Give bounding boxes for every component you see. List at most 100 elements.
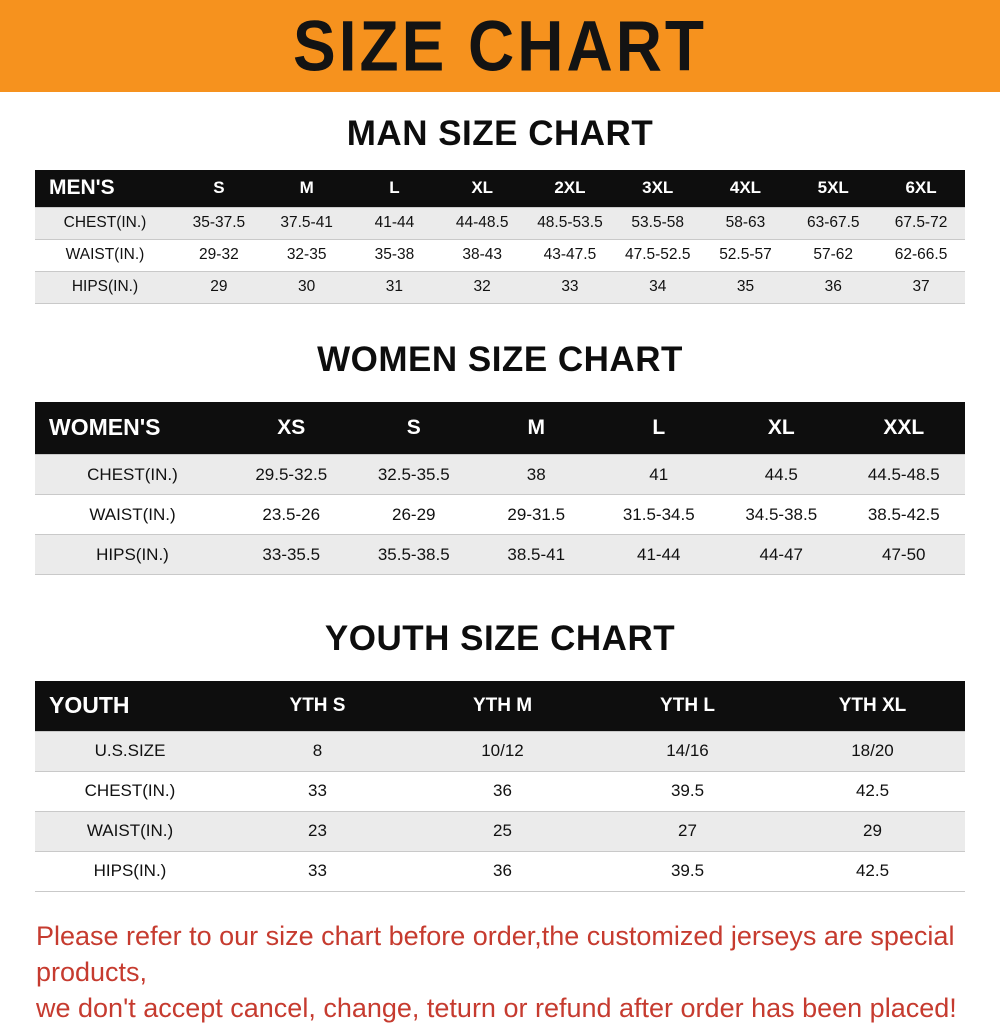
women-size-table: WOMEN'S XS S M L XL XXL CHEST(IN.) 29.5-32.5 32.5… bbox=[35, 401, 965, 575]
table-header-label: YOUTH bbox=[49, 692, 130, 719]
size-cell: 38-43 bbox=[462, 246, 502, 263]
man-size-section: MAN SIZE CHART MEN'S S M L XL 2XL 3XL 4XL 5XL 6XL… bbox=[0, 114, 1000, 304]
column-header: L bbox=[389, 178, 400, 198]
table-row: HIPS(IN.) 33-35.5 35.5-38.5 38.5-41 41-44 44-… bbox=[35, 534, 965, 575]
row-label: CHEST(IN.) bbox=[87, 464, 178, 484]
table-header-row: WOMEN'S XS S M L XL XXL bbox=[35, 401, 965, 455]
size-cell: 29 bbox=[863, 821, 882, 840]
table-row: U.S.SIZE 8 10/12 14/16 18/20 bbox=[35, 731, 965, 771]
table-row: CHEST(IN.) 33 36 39.5 42.5 bbox=[35, 771, 965, 811]
size-cell: 14/16 bbox=[666, 741, 709, 760]
size-cell: 35 bbox=[736, 278, 755, 295]
row-label: HIPS(IN.) bbox=[96, 544, 169, 564]
size-cell: 25 bbox=[493, 821, 512, 840]
women-size-section: WOMEN SIZE CHART WOMEN'S XS S M L XL XXL CHEST(… bbox=[0, 339, 1000, 575]
size-cell: 47-50 bbox=[882, 544, 926, 564]
size-cell: 23.5-26 bbox=[262, 504, 321, 524]
youth-section-heading: YOUTH SIZE CHART bbox=[324, 619, 676, 658]
size-cell: 32.5-35.5 bbox=[377, 464, 450, 484]
footer-note: Please refer to our size chart before or… bbox=[36, 918, 1000, 1027]
size-cell: 29-31.5 bbox=[507, 504, 566, 524]
column-header: YTH XL bbox=[838, 694, 907, 716]
table-header-row: YOUTH YTH S YTH M YTH L YTH XL bbox=[35, 681, 965, 731]
column-header: 4XL bbox=[729, 178, 762, 198]
size-cell: 43-47.5 bbox=[543, 246, 597, 263]
size-cell: 33 bbox=[561, 278, 579, 295]
size-cell: 41 bbox=[649, 464, 669, 484]
column-header: 6XL bbox=[905, 178, 937, 198]
size-cell: 34 bbox=[649, 278, 667, 295]
size-cell: 58-63 bbox=[725, 214, 766, 231]
size-cell: 38.5-41 bbox=[507, 544, 566, 564]
size-cell: 38.5-42.5 bbox=[867, 504, 940, 524]
column-header: 2XL bbox=[554, 178, 586, 198]
row-label: WAIST(IN.) bbox=[89, 504, 176, 524]
row-label: U.S.SIZE bbox=[94, 741, 166, 760]
size-cell: 30 bbox=[298, 278, 316, 295]
column-header: XL bbox=[767, 415, 795, 439]
size-cell: 10/12 bbox=[481, 741, 524, 760]
table-header-label: WOMEN'S bbox=[49, 414, 161, 441]
size-cell: 41-44 bbox=[637, 544, 681, 564]
table-row: HIPS(IN.) 33 36 39.5 42.5 bbox=[35, 851, 965, 891]
table-row: WAIST(IN.) 23.5-26 26-29 29-31.5 31.5-34.5 34… bbox=[35, 494, 965, 535]
table-row: HIPS(IN.) 29 30 31 32 33 34 35 36 37 bbox=[35, 271, 965, 303]
size-cell: 27 bbox=[678, 821, 697, 840]
size-cell: 62-66.5 bbox=[894, 246, 948, 263]
row-label: WAIST(IN.) bbox=[86, 821, 174, 840]
row-label: WAIST(IN.) bbox=[65, 246, 145, 263]
size-cell: 32 bbox=[473, 278, 491, 295]
size-cell: 63-67.5 bbox=[806, 214, 860, 231]
row-label: HIPS(IN.) bbox=[71, 278, 139, 295]
column-header: 3XL bbox=[642, 178, 674, 198]
size-cell: 38 bbox=[526, 464, 546, 484]
size-cell: 37.5-41 bbox=[280, 214, 333, 231]
column-header: YTH M bbox=[472, 694, 533, 716]
man-section-heading: MAN SIZE CHART bbox=[346, 114, 654, 153]
table-header-row: MEN'S S M L XL 2XL 3XL 4XL 5XL 6XL bbox=[35, 170, 965, 207]
size-cell: 29 bbox=[210, 278, 228, 295]
size-cell: 26-29 bbox=[392, 504, 436, 524]
table-row: WAIST(IN.) 23 25 27 29 bbox=[35, 811, 965, 851]
size-cell: 48.5-53.5 bbox=[537, 214, 603, 231]
column-header: XS bbox=[277, 415, 306, 439]
size-cell: 35-37.5 bbox=[192, 214, 246, 231]
size-cell: 32-35 bbox=[286, 246, 327, 263]
size-cell: 36 bbox=[824, 278, 842, 295]
size-cell: 42.5 bbox=[855, 861, 890, 880]
size-cell: 39.5 bbox=[670, 781, 705, 800]
column-header: YTH S bbox=[289, 694, 346, 716]
column-header: XL bbox=[471, 178, 494, 198]
size-cell: 44.5-48.5 bbox=[867, 464, 940, 484]
youth-size-table: YOUTH YTH S YTH M YTH L YTH XL U.S.SIZE 8 10/12… bbox=[35, 681, 965, 892]
size-cell: 42.5 bbox=[855, 781, 890, 800]
youth-size-section: YOUTH SIZE CHART YOUTH YTH S YTH M YTH L YTH… bbox=[0, 619, 1000, 892]
size-cell: 44-47 bbox=[759, 544, 803, 564]
column-header: XXL bbox=[883, 415, 925, 439]
footer-line-2: we don't accept cancel, change, teturn o… bbox=[36, 993, 957, 1024]
column-header: S bbox=[406, 415, 421, 439]
size-cell: 44-48.5 bbox=[455, 214, 509, 231]
size-cell: 35-38 bbox=[374, 246, 415, 263]
women-section-heading: WOMEN SIZE CHART bbox=[317, 339, 683, 379]
column-header: M bbox=[527, 415, 546, 439]
size-cell: 33 bbox=[308, 861, 327, 880]
size-cell: 34.5-38.5 bbox=[745, 504, 818, 524]
size-cell: 36 bbox=[493, 861, 512, 880]
size-cell: 36 bbox=[493, 781, 512, 800]
size-cell: 47.5-52.5 bbox=[624, 246, 691, 263]
size-cell: 8 bbox=[312, 741, 323, 760]
size-cell: 29-32 bbox=[199, 246, 239, 263]
size-cell: 44.5 bbox=[764, 464, 798, 484]
table-row: CHEST(IN.) 35-37.5 37.5-41 41-44 44-48.5 48.5… bbox=[35, 207, 965, 239]
size-cell: 52.5-57 bbox=[719, 246, 772, 263]
column-header: L bbox=[652, 415, 666, 439]
size-cell: 67.5-72 bbox=[894, 214, 948, 231]
column-header: 5XL bbox=[817, 178, 849, 198]
size-cell: 23 bbox=[308, 821, 327, 840]
men-size-table: MEN'S S M L XL 2XL 3XL 4XL 5XL 6XL CHEST(IN.) 35-37… bbox=[35, 170, 965, 304]
size-cell: 57-62 bbox=[813, 246, 854, 263]
column-header: M bbox=[299, 178, 314, 198]
size-cell: 41-44 bbox=[374, 214, 415, 231]
table-row: WAIST(IN.) 29-32 32-35 35-38 38-43 43-47.5 47.… bbox=[35, 239, 965, 271]
